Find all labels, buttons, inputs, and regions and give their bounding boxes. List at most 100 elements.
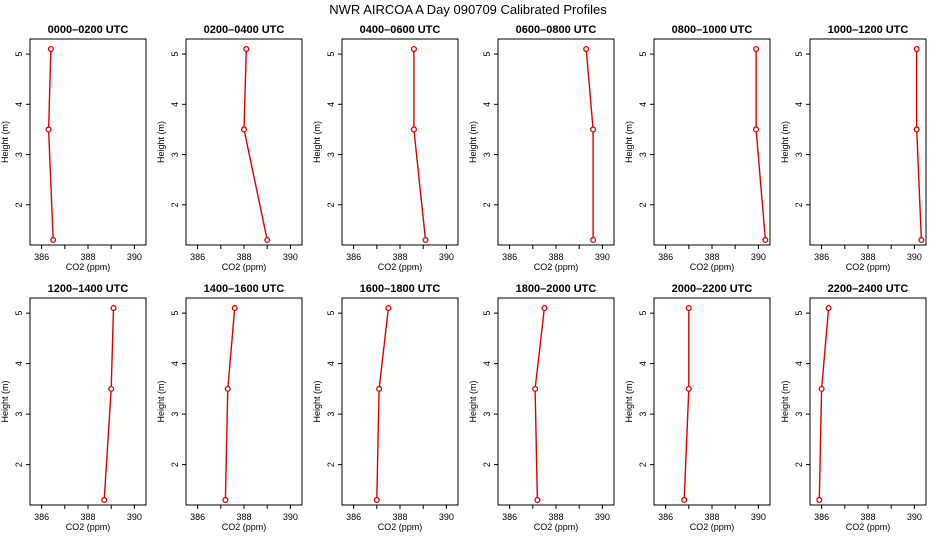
data-point <box>541 305 548 312</box>
y-tick-label: 2 <box>794 202 804 207</box>
y-tick-label: 5 <box>482 311 492 316</box>
y-tick-label: 2 <box>170 462 180 467</box>
x-tick-label: 388 <box>548 512 563 522</box>
data-point <box>376 385 383 392</box>
x-tick-label: 390 <box>283 252 298 262</box>
y-tick-label: 3 <box>14 152 24 157</box>
x-axis-label: CO2 (ppm) <box>378 262 423 272</box>
panel-title: 1800–2000 UTC <box>516 283 597 295</box>
x-tick-label: 388 <box>548 252 563 262</box>
y-tick-label: 2 <box>326 462 336 467</box>
data-point <box>240 126 248 133</box>
panel-title: 0600–0800 UTC <box>516 24 597 36</box>
plot-frame <box>809 38 927 246</box>
x-tick-label: 390 <box>127 252 142 262</box>
x-axis-label: CO2 (ppm) <box>690 522 735 532</box>
y-tick-label: 4 <box>326 102 336 107</box>
panel-6: 1000–1200 UTC 386 388 390 2 3 4 5 CO2 (ppm) Heigh… <box>780 24 927 272</box>
y-tick-label: 3 <box>170 152 180 157</box>
panel-title: 1400–1600 UTC <box>204 283 285 295</box>
profile-line <box>413 49 427 241</box>
x-axis-label: CO2 (ppm) <box>222 522 267 532</box>
y-tick-label: 5 <box>794 52 804 57</box>
data-point <box>583 45 590 53</box>
panel-4: 0600–0800 UTC 386 388 390 2 3 4 5 CO2 (ppm) Heigh… <box>468 24 615 272</box>
data-point <box>47 45 54 53</box>
plot-frame <box>341 38 459 246</box>
panel-7: 1200–1400 UTC 386 388 390 2 3 4 5 CO2 (ppm) Heigh… <box>0 283 147 532</box>
x-tick-label: 386 <box>658 512 673 522</box>
data-point <box>913 45 920 53</box>
y-tick-label: 2 <box>482 202 492 207</box>
x-tick-label: 390 <box>283 512 298 522</box>
panel-title: 0400–0600 UTC <box>360 24 441 36</box>
x-tick-label: 388 <box>80 252 95 262</box>
panels-group: 0000–0200 UTC 386 388 390 2 3 4 5 CO2 (ppm) Heigh… <box>0 24 927 532</box>
y-tick-label: 4 <box>794 361 804 366</box>
x-axis-label: CO2 (ppm) <box>690 262 735 272</box>
plot-frame <box>185 297 303 506</box>
y-axis-label: Height (m) <box>312 121 322 163</box>
y-tick-label: 5 <box>638 311 648 316</box>
x-tick-label: 388 <box>704 512 719 522</box>
data-point <box>45 126 52 133</box>
x-tick-label: 386 <box>34 512 49 522</box>
x-tick-label: 390 <box>595 252 610 262</box>
data-point <box>685 385 692 392</box>
y-tick-label: 2 <box>638 202 648 207</box>
panel-title: 1000–1200 UTC <box>828 24 909 36</box>
x-tick-label: 386 <box>346 252 361 262</box>
y-tick-label: 4 <box>14 361 24 366</box>
data-point <box>110 305 117 312</box>
y-tick-label: 3 <box>326 412 336 417</box>
y-axis-label: Height (m) <box>156 121 166 163</box>
plot-frame <box>653 297 771 506</box>
x-tick-label: 386 <box>34 252 49 262</box>
y-tick-label: 4 <box>638 102 648 107</box>
x-tick-label: 390 <box>907 252 922 262</box>
data-point <box>534 496 541 504</box>
profile-line <box>585 48 594 240</box>
x-axis-label: CO2 (ppm) <box>66 522 111 532</box>
y-tick-label: 5 <box>14 311 24 316</box>
data-point <box>108 385 115 392</box>
x-tick-label: 388 <box>236 252 251 262</box>
x-tick-label: 390 <box>595 512 610 522</box>
y-tick-label: 3 <box>638 152 648 157</box>
y-axis-label: Height (m) <box>0 380 10 422</box>
y-axis-label: Height (m) <box>780 380 790 422</box>
x-tick-label: 386 <box>502 512 517 522</box>
y-tick-label: 3 <box>14 412 24 417</box>
panel-title: 0800–1000 UTC <box>672 24 753 36</box>
data-point <box>101 496 108 504</box>
plot-frame <box>497 38 615 246</box>
y-tick-label: 4 <box>14 102 24 107</box>
y-tick-label: 4 <box>326 361 336 366</box>
data-point <box>532 385 539 392</box>
y-tick-label: 3 <box>794 152 804 157</box>
panel-1: 0000–0200 UTC 386 388 390 2 3 4 5 CO2 (ppm) Heigh… <box>0 24 147 272</box>
y-axis-label: Height (m) <box>624 121 634 163</box>
y-tick-label: 3 <box>170 412 180 417</box>
plot-frame <box>29 297 147 506</box>
y-tick-label: 4 <box>170 102 180 107</box>
y-tick-label: 5 <box>14 52 24 57</box>
y-tick-label: 5 <box>638 52 648 57</box>
panel-2: 0200–0400 UTC 386 388 390 2 3 4 5 CO2 (ppm) Heigh… <box>156 24 303 272</box>
data-point <box>385 305 392 312</box>
x-axis-label: CO2 (ppm) <box>534 262 579 272</box>
x-tick-label: 386 <box>346 512 361 522</box>
panel-3: 0400–0600 UTC 386 388 390 2 3 4 5 CO2 (ppm) Heigh… <box>312 24 459 272</box>
data-point <box>918 236 925 244</box>
x-tick-label: 390 <box>751 252 766 262</box>
panel-5: 0800–1000 UTC 386 388 390 2 3 4 5 CO2 (ppm) Heigh… <box>624 24 771 272</box>
data-point <box>913 126 920 133</box>
x-axis-label: CO2 (ppm) <box>66 262 111 272</box>
data-point <box>410 45 417 53</box>
data-point <box>590 126 597 133</box>
data-point <box>410 126 417 133</box>
x-tick-label: 388 <box>860 252 875 262</box>
y-tick-label: 4 <box>482 102 492 107</box>
x-axis-label: CO2 (ppm) <box>846 522 891 532</box>
